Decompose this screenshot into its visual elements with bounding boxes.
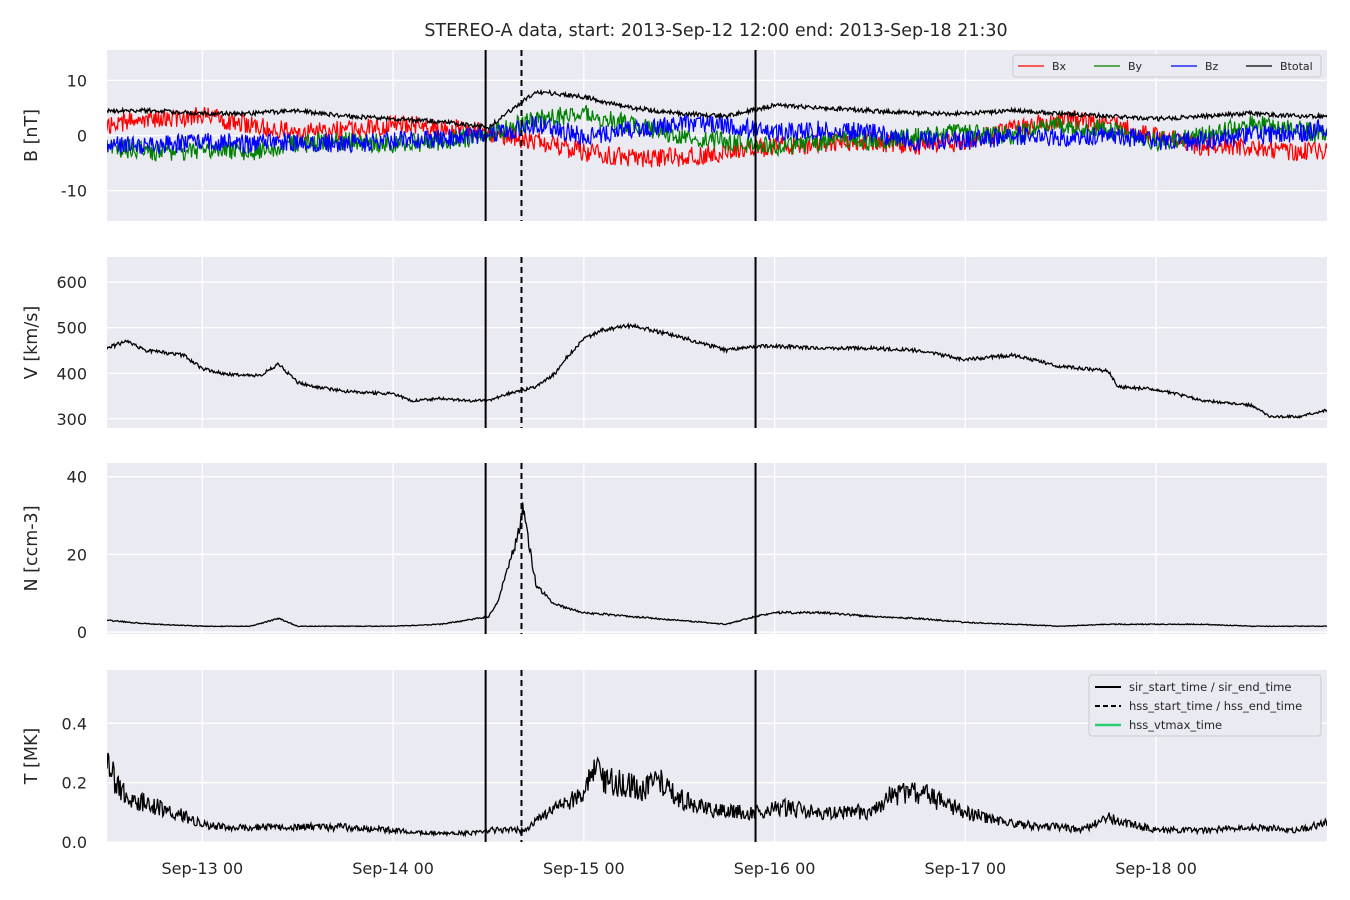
legend-frame <box>1088 674 1322 737</box>
x-tick-label: Sep-14 00 <box>352 859 434 878</box>
y-axis-label: B [nT] <box>22 109 42 162</box>
series-line-bz <box>107 114 1327 155</box>
y-tick-label: 0.0 <box>62 833 87 852</box>
y-axis-label: T [MK] <box>22 728 42 785</box>
legend-label: By <box>1128 60 1143 73</box>
y-tick-label: 400 <box>56 364 87 383</box>
panel-background <box>107 257 1327 428</box>
series-line-v <box>107 322 1327 419</box>
legend-label: Bz <box>1205 60 1219 73</box>
legend-label: hss_start_time / hss_end_time <box>1129 699 1302 713</box>
y-tick-label: 40 <box>67 468 87 487</box>
x-tick-label: Sep-16 00 <box>734 859 816 878</box>
x-tick-label: Sep-15 00 <box>543 859 625 878</box>
y-axis-label: V [km/s] <box>22 306 42 379</box>
y-tick-label: 0 <box>77 127 87 146</box>
series-line-bx <box>107 106 1327 168</box>
panel-background <box>107 463 1327 634</box>
legend-label: sir_start_time / sir_end_time <box>1129 680 1291 694</box>
series-line-btotal <box>107 88 1327 131</box>
y-tick-label: -10 <box>61 182 87 201</box>
y-tick-label: 600 <box>56 273 87 292</box>
legend-label: Bx <box>1052 60 1067 73</box>
y-axis-label: N [ccm-3] <box>22 505 42 591</box>
y-tick-label: 0 <box>77 623 87 642</box>
panel-T: 0.0 0.2 0.4 T [MK] sir_start_time / sir_end_… <box>22 670 1327 852</box>
y-tick-label: 0.4 <box>62 714 87 733</box>
legend-label: Btotal <box>1280 60 1313 73</box>
x-tick-label: Sep-18 00 <box>1115 859 1197 878</box>
series-line-n <box>107 502 1327 628</box>
legend-b: Bx By Bz Btotal <box>1012 54 1322 78</box>
y-tick-label: 10 <box>67 71 87 90</box>
figure-title: STEREO-A data, start: 2013-Sep-12 12:00 … <box>424 21 1007 41</box>
series-group <box>107 502 1327 628</box>
series-line-t <box>107 752 1327 838</box>
legend-frame <box>1012 54 1322 78</box>
panel-V: 300 400 500 600 V [km/s] <box>22 257 1327 429</box>
y-tick-label: 500 <box>56 319 87 338</box>
series-group <box>107 322 1327 419</box>
series-group <box>107 752 1327 838</box>
x-tick-label: Sep-17 00 <box>924 859 1006 878</box>
y-tick-label: 300 <box>56 410 87 429</box>
legend-label: hss_vtmax_time <box>1129 718 1222 732</box>
panel-B: -10 0 10 B [nT] Bx By Bz Btotal <box>22 50 1327 221</box>
legend-t: sir_start_time / sir_end_time hss_start_t… <box>1088 674 1322 737</box>
y-tick-label: 20 <box>67 545 87 564</box>
x-tick-label: Sep-13 00 <box>162 859 244 878</box>
series-group <box>107 88 1327 168</box>
panel-N: 0 20 40 N [ccm-3] <box>22 463 1327 642</box>
y-tick-label: 0.2 <box>62 774 87 793</box>
